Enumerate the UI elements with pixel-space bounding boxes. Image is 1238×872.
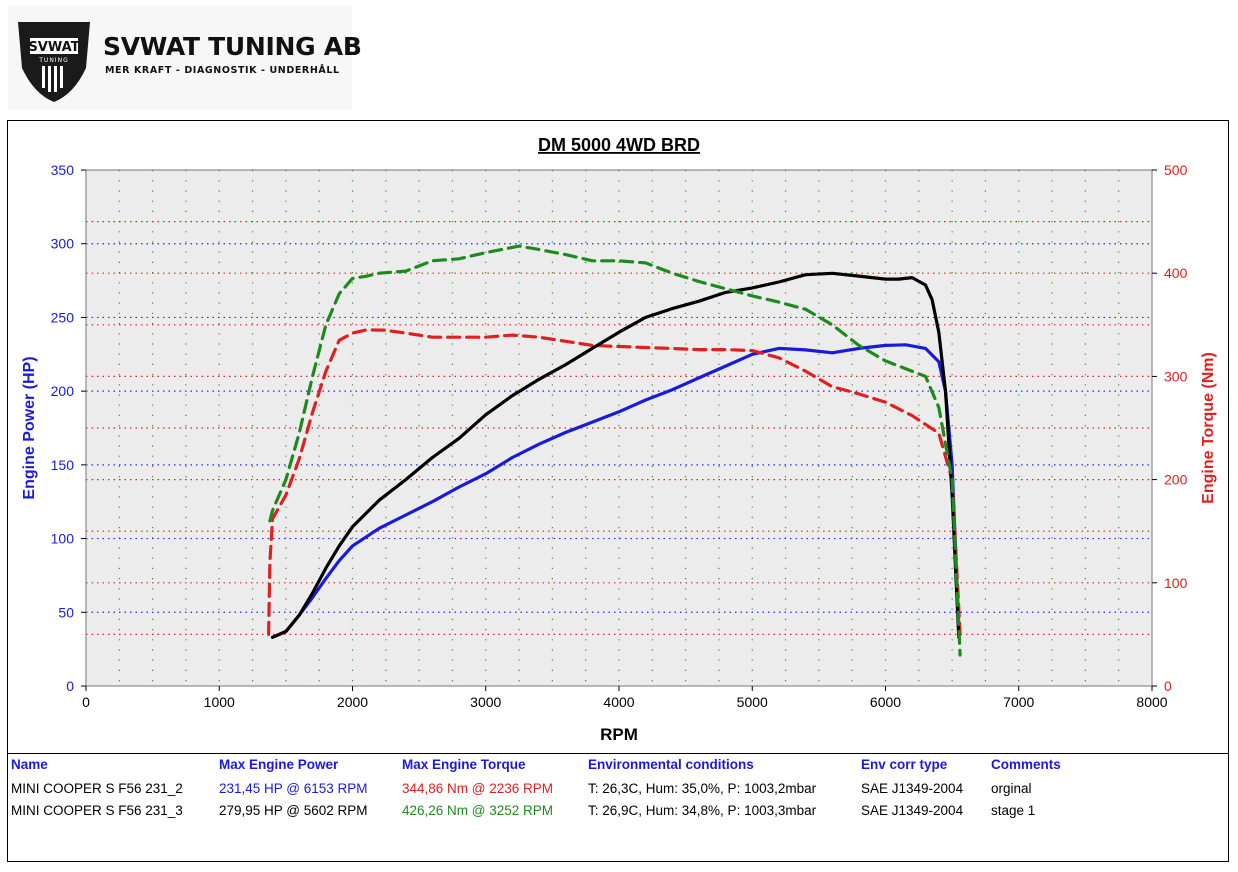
y2-tick-label: 400 — [1164, 265, 1188, 281]
y-tick-label: 150 — [51, 457, 75, 473]
shield-logo-icon: SVWAT TUNING — [18, 22, 90, 102]
col-header-comments: Comments — [991, 757, 1061, 772]
x-tick-label: 2000 — [337, 694, 368, 710]
row1-env: T: 26,3C, Hum: 35,0%, P: 1003,2mbar — [588, 781, 817, 796]
y2-tick-label: 200 — [1164, 472, 1188, 488]
y2-tick-label: 0 — [1164, 678, 1172, 694]
x-tick-label: 4000 — [603, 694, 634, 710]
x-tick-label: 5000 — [737, 694, 768, 710]
col-header-torque: Max Engine Torque — [402, 757, 526, 772]
logo-area: SVWAT TUNING SVWAT TUNING AB MER KRAFT -… — [8, 6, 362, 110]
y2-tick-label: 300 — [1164, 368, 1188, 384]
logo-badge-text: SVWAT — [28, 40, 79, 55]
col-header-corr: Env corr type — [861, 757, 948, 772]
x-tick-label: 8000 — [1136, 694, 1167, 710]
row1-name: MINI COOPER S F56 231_2 — [11, 781, 183, 796]
row1-corr: SAE J1349-2004 — [861, 781, 964, 796]
results-table: Name Max Engine Power Max Engine Torque … — [7, 754, 1229, 862]
y2-axis-label: Engine Torque (Nm) — [1200, 352, 1217, 504]
logo-badge-subtext: TUNING — [38, 57, 68, 64]
series-line-4-torque — [268, 244, 962, 657]
row1-power: 231,45 HP @ 6153 RPM — [219, 781, 368, 796]
row2-comment: stage 1 — [991, 803, 1036, 818]
y-tick-label: 300 — [51, 236, 75, 252]
row2-torque: 426,26 Nm @ 3252 RPM — [402, 803, 554, 818]
plot-area — [86, 170, 1152, 686]
company-name: SVWAT TUNING AB — [103, 32, 362, 61]
y2-tick-label: 100 — [1164, 575, 1188, 591]
x-tick-label: 3000 — [470, 694, 501, 710]
axes: 0 1000 2000 3000 4000 5000 6000 7000 80000501001… — [51, 162, 1188, 710]
row1-torque: 344,86 Nm @ 2236 RPM — [402, 781, 554, 796]
col-header-env: Environmental conditions — [588, 757, 754, 772]
y-tick-label: 50 — [58, 604, 74, 620]
x-tick-label: 0 — [82, 694, 90, 710]
chart-title: DM 5000 4WD BRD — [538, 135, 700, 155]
x-axis-label: RPM — [600, 725, 638, 744]
y2-tick-label: 500 — [1164, 162, 1188, 178]
dyno-chart: DM 5000 4WD BRD 0 1000 2000 3000 4000 5000 600… — [21, 135, 1217, 744]
y-tick-label: 100 — [51, 531, 75, 547]
series-layer — [267, 244, 962, 657]
row2-env: T: 26,9C, Hum: 34,8%, P: 1003,3mbar — [588, 803, 817, 818]
x-tick-label: 7000 — [1003, 694, 1034, 710]
chart-frame: DM 5000 4WD BRD 0 1000 2000 3000 4000 5000 600… — [7, 120, 1229, 754]
series-line-1-power — [270, 343, 961, 639]
row2-name: MINI COOPER S F56 231_3 — [11, 803, 183, 818]
x-tick-label: 6000 — [870, 694, 901, 710]
col-header-name: Name — [11, 757, 48, 772]
series-line-2-torque — [267, 328, 962, 637]
row2-corr: SAE J1349-2004 — [861, 803, 964, 818]
y-tick-label: 250 — [51, 309, 75, 325]
row2-power: 279,95 HP @ 5602 RPM — [219, 803, 368, 818]
x-tick-label: 1000 — [204, 694, 235, 710]
company-tagline: MER KRAFT - DIAGNOSTIK - UNDERHÅLL — [105, 65, 340, 76]
y-tick-label: 350 — [51, 162, 75, 178]
series-line-3-power — [270, 271, 961, 639]
col-header-power: Max Engine Power — [219, 757, 339, 772]
y-tick-label: 200 — [51, 383, 75, 399]
y-axis-label: Engine Power (HP) — [21, 356, 38, 499]
row1-comment: orginal — [991, 781, 1032, 796]
y-tick-label: 0 — [66, 678, 74, 694]
